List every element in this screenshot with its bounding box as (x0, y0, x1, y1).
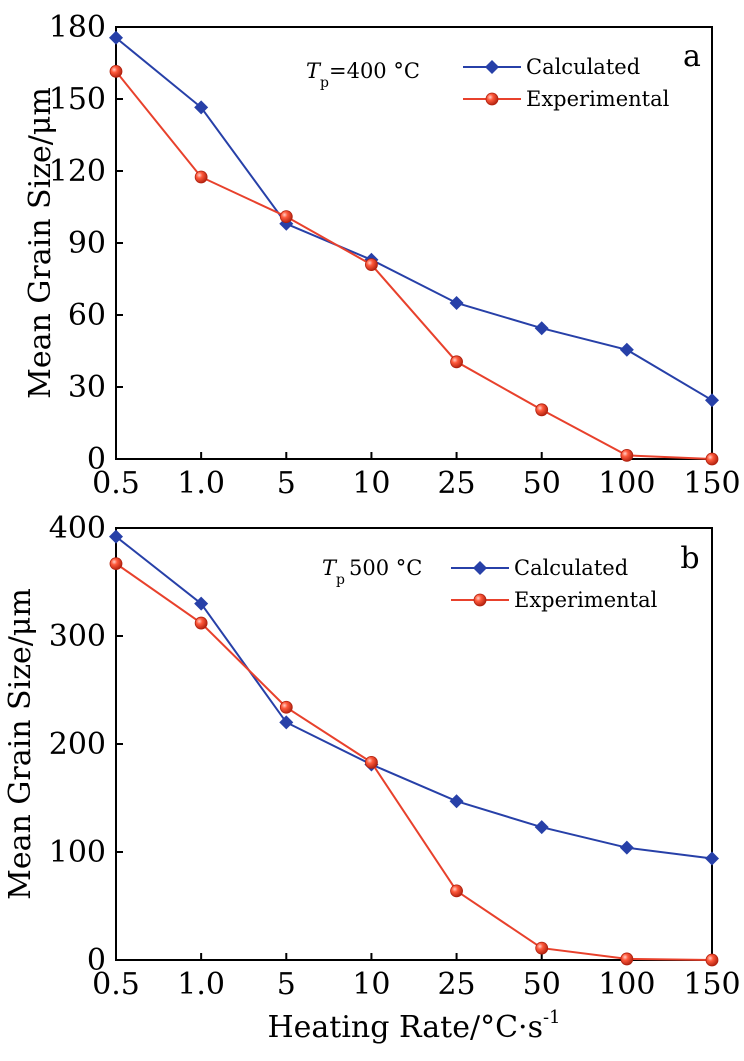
x-tick-label: 25 (437, 466, 475, 501)
data-point-experimental (705, 452, 719, 466)
series-line-experimental (115, 562, 713, 961)
y-tick-label: 400 (49, 511, 106, 546)
legend-marker-calculated (473, 561, 487, 575)
y-tick-label: 120 (49, 154, 106, 189)
y-tick-label: 90 (68, 226, 106, 261)
x-tick-label: 100 (598, 967, 655, 1002)
y-tick-label: 180 (49, 10, 106, 45)
data-point-experimental (450, 884, 463, 898)
x-tick-label: 25 (437, 967, 475, 1002)
y-tick-label: 30 (68, 370, 106, 405)
data-point-calculated (534, 321, 549, 336)
x-tick-label: 150 (683, 967, 740, 1002)
data-point-experimental (535, 403, 549, 417)
y-tick-label: 100 (49, 835, 106, 870)
data-point-experimental (535, 941, 549, 955)
x-tick-label: 150 (683, 466, 740, 501)
data-point-calculated (619, 840, 634, 855)
legend-label-experimental: Experimental (526, 87, 670, 111)
series-lines (109, 529, 719, 967)
legend-label-calculated: Calculated (514, 556, 628, 580)
data-point-calculated (109, 30, 123, 45)
y-tick-label: 200 (49, 727, 106, 762)
panel-letter: b (680, 541, 699, 576)
data-point-experimental (194, 170, 208, 184)
x-tick-label: 0.5 (92, 466, 140, 501)
tick-labels: 0.5 1.0 5 10 25 50 100 150 0 100 200 300 400 (49, 511, 741, 1002)
y-tick-label: 0 (87, 943, 106, 978)
legend-label-experimental: Experimental (514, 588, 658, 612)
data-point-experimental (194, 616, 208, 630)
legend-marker-experimental (473, 593, 487, 607)
data-point-calculated (619, 342, 634, 357)
data-point-experimental (620, 448, 634, 462)
data-point-calculated (109, 529, 123, 544)
data-point-calculated (194, 100, 209, 115)
series-line-calculated (115, 37, 713, 402)
temperature-annotation: Tp=400 °C (306, 59, 420, 91)
legend-label-calculated: Calculated (526, 55, 640, 79)
x-tick-label: 50 (523, 466, 561, 501)
panel-letter: a (683, 39, 701, 74)
data-point-experimental (279, 700, 293, 714)
data-point-experimental (620, 952, 634, 966)
data-point-experimental (365, 755, 378, 769)
data-point-calculated (449, 794, 464, 809)
y-axis-title: Mean Grain Size/μm (3, 588, 38, 900)
x-tick-label: 10 (352, 466, 390, 501)
series-line-calculated (115, 535, 713, 860)
legend-entry-calculated: Calculated (463, 55, 640, 79)
data-point-experimental (365, 258, 378, 272)
data-point-experimental (109, 65, 123, 78)
y-tick-label: 150 (49, 82, 106, 117)
data-point-calculated (705, 851, 719, 866)
legend-entry-experimental: Experimental (451, 588, 658, 612)
tick-marks (115, 26, 713, 460)
data-point-calculated (194, 596, 209, 611)
x-axis-title: Heating Rate/°C·s-1 (267, 1007, 560, 1045)
x-tick-label: 5 (277, 466, 296, 501)
series-line-experimental (115, 70, 713, 460)
data-point-experimental (705, 953, 719, 967)
panel-b: 0.5 1.0 5 10 25 50 100 150 0 100 200 300 400 Mean Gr… (3, 511, 741, 1045)
x-tick-label: 1.0 (177, 967, 225, 1002)
legend-marker-calculated (485, 60, 499, 74)
x-tick-label: 1.0 (177, 466, 225, 501)
x-tick-label: 100 (598, 466, 655, 501)
data-point-experimental (109, 557, 123, 571)
y-tick-label: 0 (87, 442, 106, 477)
x-tick-label: 5 (277, 967, 296, 1002)
legend: Calculated Experimental (463, 55, 670, 111)
panel-a: 0.5 1.0 5 10 25 50 100 150 0 30 60 90 120 150 180 Mean… (23, 10, 741, 501)
y-tick-label: 60 (68, 298, 106, 333)
legend-entry-calculated: Calculated (451, 556, 628, 580)
data-point-calculated (705, 393, 719, 408)
x-tick-label: 0.5 (92, 967, 140, 1002)
y-axis-title: Mean Grain Size/μm (23, 87, 58, 399)
data-point-experimental (279, 210, 293, 224)
data-point-calculated (534, 820, 549, 835)
legend-marker-experimental (485, 92, 499, 106)
legend: Calculated Experimental (451, 556, 658, 612)
temperature-annotation: Tp 500 °C (322, 556, 422, 588)
data-point-calculated (449, 296, 464, 310)
tick-labels: 0.5 1.0 5 10 25 50 100 150 0 30 60 90 120 150 180 (49, 10, 741, 501)
data-point-experimental (450, 355, 463, 369)
y-tick-label: 300 (49, 619, 106, 654)
legend-entry-experimental: Experimental (463, 87, 670, 111)
data-point-calculated (279, 715, 294, 730)
series-lines (109, 30, 719, 466)
x-tick-label: 50 (523, 967, 561, 1002)
x-tick-label: 10 (352, 967, 390, 1002)
